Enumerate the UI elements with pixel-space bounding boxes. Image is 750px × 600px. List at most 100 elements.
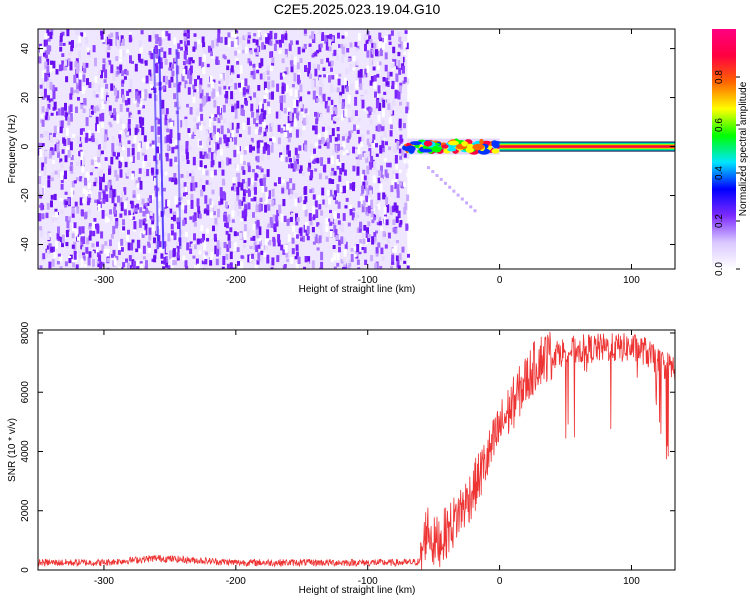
noise-cell <box>148 227 152 235</box>
noise-cell <box>54 87 58 92</box>
noise-cell <box>350 83 354 90</box>
noise-cell <box>79 72 82 80</box>
noise-cell <box>393 245 397 254</box>
noise-cell <box>146 202 150 206</box>
noise-cell <box>394 181 398 189</box>
noise-cell <box>267 223 271 228</box>
noise-cell <box>40 91 44 98</box>
noise-cell <box>330 171 334 176</box>
noise-cell <box>135 248 139 253</box>
noise-cell <box>47 179 51 188</box>
noise-cell <box>93 157 97 161</box>
noise-cell <box>342 141 346 148</box>
noise-cell <box>216 106 220 115</box>
noise-cell <box>286 181 290 190</box>
noise-cell <box>223 215 227 222</box>
noise-cell <box>94 76 98 83</box>
noise-cell <box>301 235 305 242</box>
noise-cell <box>252 146 255 151</box>
noise-cell <box>384 169 388 177</box>
noise-cell <box>392 46 396 54</box>
noise-cell <box>354 96 358 106</box>
noise-cell <box>61 240 64 248</box>
noise-cell <box>101 210 105 219</box>
noise-cell <box>377 114 381 123</box>
noise-cell <box>328 62 332 67</box>
noise-cell <box>46 234 50 240</box>
noise-cell <box>199 178 203 183</box>
noise-cell <box>371 151 375 154</box>
noise-cell <box>108 105 112 112</box>
noise-cell <box>375 125 379 132</box>
noise-cell <box>165 259 169 268</box>
noise-cell <box>141 198 145 205</box>
noise-cell <box>172 213 176 222</box>
noise-cell <box>95 94 99 98</box>
noise-cell <box>208 182 212 186</box>
noise-cell <box>187 82 191 91</box>
noise-cell <box>70 45 74 52</box>
noise-cell <box>270 133 274 139</box>
noise-cell <box>177 221 180 229</box>
noise-cell <box>399 82 403 87</box>
noise-cell <box>304 209 308 217</box>
noise-cell <box>403 159 407 164</box>
noise-cell <box>379 145 383 154</box>
noise-cell <box>391 179 395 188</box>
noise-cell <box>148 93 152 99</box>
noise-cell <box>311 260 315 269</box>
noise-cell <box>60 209 64 215</box>
noise-cell <box>40 228 44 238</box>
noise-cell <box>252 63 256 68</box>
noise-cell <box>299 84 303 93</box>
noise-cell <box>315 158 319 163</box>
noise-cell <box>381 119 385 127</box>
noise-cell <box>227 32 231 38</box>
snr-ylabel: SNR (10 * v/v) <box>7 418 18 482</box>
noise-cell <box>285 156 289 163</box>
noise-cell <box>373 81 377 89</box>
noise-cell <box>344 205 348 209</box>
noise-cell <box>193 41 197 50</box>
noise-cell <box>320 83 324 87</box>
noise-cell <box>285 268 289 269</box>
noise-cell <box>259 35 262 41</box>
noise-cell <box>263 131 267 137</box>
noise-cell <box>165 153 169 162</box>
noise-cell <box>375 247 379 254</box>
noise-cell <box>249 48 253 52</box>
noise-cell <box>124 69 128 75</box>
noise-cell <box>346 48 350 53</box>
noise-cell <box>258 226 262 236</box>
noise-cell <box>138 168 142 174</box>
noise-cell <box>50 176 54 182</box>
noise-cell <box>213 136 217 144</box>
noise-cell <box>285 67 289 75</box>
noise-cell <box>189 216 193 220</box>
noise-cell <box>40 187 44 196</box>
noise-cell <box>375 241 379 248</box>
noise-cell <box>182 255 186 261</box>
noise-cell <box>169 129 173 138</box>
noise-cell <box>293 99 297 108</box>
noise-cell <box>137 110 141 115</box>
noise-cell <box>79 176 83 182</box>
noise-cell <box>172 143 176 147</box>
noise-cell <box>104 129 108 137</box>
noise-cell <box>368 35 372 42</box>
noise-cell <box>86 47 90 53</box>
noise-cell <box>394 84 398 91</box>
noise-cell <box>267 35 271 45</box>
noise-cell <box>184 65 188 75</box>
noise-cell <box>365 207 369 215</box>
noise-cell <box>308 268 312 269</box>
noise-cell <box>67 58 71 66</box>
noise-cell <box>136 203 140 210</box>
noise-cell <box>367 236 371 242</box>
noise-cell <box>291 237 295 244</box>
noise-cell <box>291 225 295 232</box>
noise-cell <box>397 59 401 68</box>
noise-cell <box>128 255 132 262</box>
noise-cell <box>312 194 316 200</box>
noise-cell <box>154 185 158 191</box>
